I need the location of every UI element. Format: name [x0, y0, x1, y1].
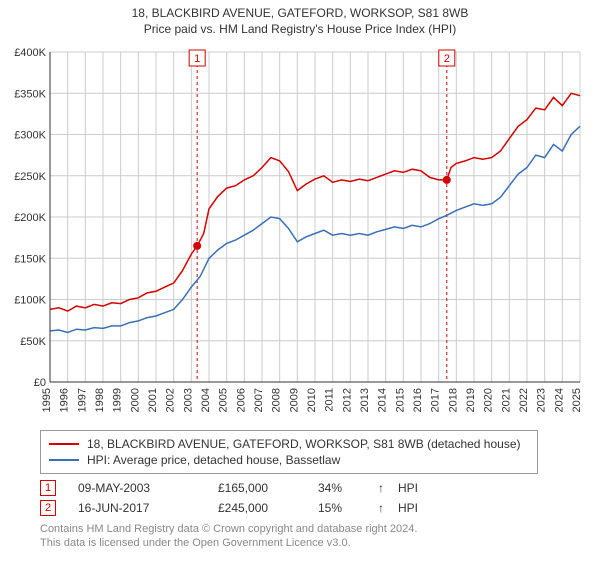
x-tick-label: 2011 [324, 388, 336, 412]
x-tick-label: 2021 [500, 388, 512, 412]
x-tick-label: 1999 [112, 388, 124, 412]
x-tick-label: 1998 [94, 388, 106, 412]
y-tick-label: £50K [20, 336, 46, 348]
legend: 18, BLACKBIRD AVENUE, GATEFORD, WORKSOP,… [40, 430, 538, 474]
tx-date: 09-MAY-2003 [78, 481, 218, 495]
footer-line1: Contains HM Land Registry data © Crown c… [40, 522, 590, 536]
tx-badge-label: 1 [194, 53, 200, 65]
tx-row-badge: 1 [40, 480, 56, 496]
tx-pct: 34% [318, 481, 378, 495]
y-tick-label: £300K [14, 130, 46, 142]
title-line1: 18, BLACKBIRD AVENUE, GATEFORD, WORKSOP,… [0, 6, 600, 20]
tx-price: £165,000 [218, 481, 318, 495]
y-tick-label: £150K [14, 253, 46, 265]
tx-ref: HPI [398, 481, 438, 495]
arrow-up-icon: ↑ [378, 481, 398, 495]
x-tick-label: 1996 [59, 388, 71, 412]
transaction-list: 1 09-MAY-2003£165,00034%↑HPI 2 16-JUN-2017£… [40, 480, 590, 516]
x-tick-label: 2002 [165, 388, 177, 412]
legend-swatch [49, 443, 79, 445]
tx-pct: 15% [318, 501, 378, 515]
x-tick-label: 2012 [341, 388, 353, 412]
x-tick-label: 2000 [129, 388, 141, 412]
y-tick-label: £200K [14, 212, 46, 224]
x-tick-label: 2015 [394, 388, 406, 412]
x-tick-label: 2024 [553, 388, 565, 412]
title-line2: Price paid vs. HM Land Registry's House … [0, 22, 600, 36]
x-tick-label: 1995 [41, 388, 53, 412]
tx-date: 16-JUN-2017 [78, 501, 218, 515]
x-tick-label: 2004 [200, 388, 212, 412]
x-tick-label: 2009 [288, 388, 300, 412]
tx-dot [443, 176, 451, 184]
x-tick-label: 2008 [271, 388, 283, 412]
x-tick-label: 2016 [412, 388, 424, 412]
y-tick-label: £250K [14, 171, 46, 183]
tx-ref: HPI [398, 501, 438, 515]
arrow-up-icon: ↑ [378, 501, 398, 515]
tx-badge-label: 2 [444, 53, 450, 65]
y-tick-label: £0 [34, 377, 46, 389]
x-tick-label: 2020 [483, 388, 495, 412]
x-tick-label: 2023 [536, 388, 548, 412]
price-chart: £0 £50K £100K £150K £200K £250K £300K £350K £400… [10, 42, 590, 422]
x-tick-label: 2001 [147, 388, 159, 412]
x-tick-label: 2010 [306, 388, 318, 412]
x-tick-label: 2017 [430, 388, 442, 412]
x-tick-label: 2025 [571, 388, 583, 412]
x-tick-label: 2019 [465, 388, 477, 412]
tx-row-badge: 2 [40, 500, 56, 516]
y-tick-label: £100K [14, 295, 46, 307]
footer-attribution: Contains HM Land Registry data © Crown c… [40, 522, 590, 551]
x-tick-label: 2018 [447, 388, 459, 412]
footer-line2: This data is licensed under the Open Gov… [40, 536, 590, 550]
x-tick-label: 2005 [218, 388, 230, 412]
transaction-row: 1 09-MAY-2003£165,00034%↑HPI [40, 480, 590, 496]
x-tick-label: 2013 [359, 388, 371, 412]
x-tick-label: 2003 [182, 388, 194, 412]
x-tick-label: 2022 [518, 388, 530, 412]
x-tick-label: 2006 [235, 388, 247, 412]
y-tick-label: £350K [14, 88, 46, 100]
legend-label: HPI: Average price, detached house, Bass… [87, 453, 340, 467]
x-tick-label: 2014 [377, 388, 389, 412]
legend-swatch [49, 459, 79, 461]
y-tick-label: £400K [14, 47, 46, 59]
legend-item: HPI: Average price, detached house, Bass… [49, 453, 529, 467]
legend-label: 18, BLACKBIRD AVENUE, GATEFORD, WORKSOP,… [87, 437, 521, 451]
tx-dot [193, 242, 201, 250]
x-tick-label: 2007 [253, 388, 265, 412]
transaction-row: 2 16-JUN-2017£245,00015%↑HPI [40, 500, 590, 516]
tx-price: £245,000 [218, 501, 318, 515]
x-tick-label: 1997 [76, 388, 88, 412]
legend-item: 18, BLACKBIRD AVENUE, GATEFORD, WORKSOP,… [49, 437, 529, 451]
